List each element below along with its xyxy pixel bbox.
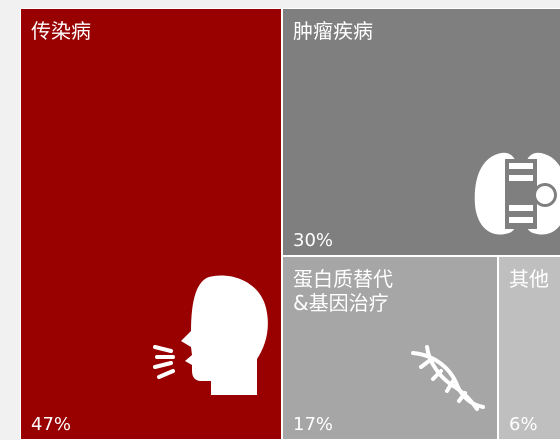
lungs-icon	[474, 152, 560, 235]
tile-value: 47%	[31, 414, 72, 435]
dna-icon	[411, 345, 485, 411]
tile-other: 其他 6%	[498, 256, 560, 440]
tile-label: 肿瘤疾病	[293, 19, 373, 43]
tile-infectious-disease: 传染病 47%	[20, 8, 282, 440]
tile-value: 30%	[293, 230, 334, 251]
tile-oncology: 肿瘤疾病 30%	[282, 8, 560, 256]
tile-label: 蛋白质替代 &基因治疗	[293, 267, 393, 315]
person-coughing-icon	[153, 275, 268, 395]
tile-label: 传染病	[31, 19, 91, 43]
tile-value: 6%	[509, 414, 538, 435]
tile-label: 其他	[509, 267, 549, 291]
tile-protein-gene-therapy: 蛋白质替代 &基因治疗 17%	[282, 256, 498, 440]
tile-value: 17%	[293, 414, 334, 435]
